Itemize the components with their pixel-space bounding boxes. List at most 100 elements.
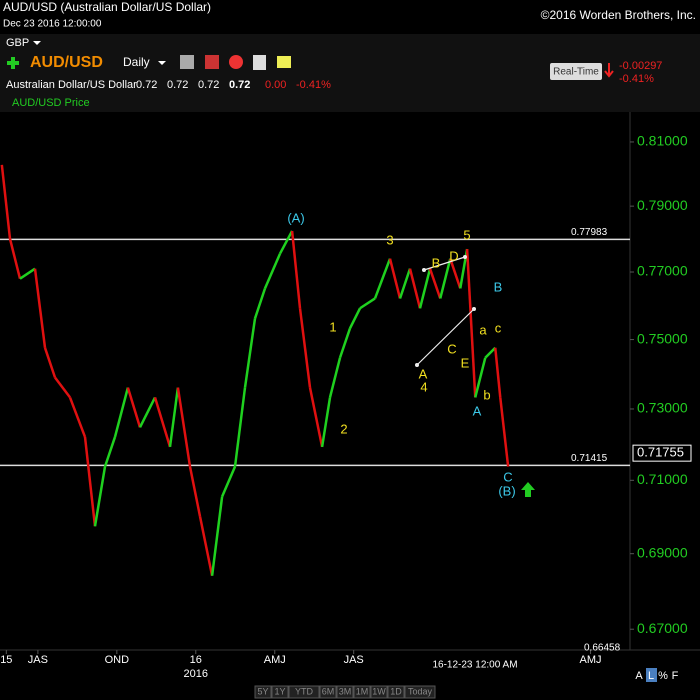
wave-label: 5 <box>463 227 470 242</box>
quote-value: 0.72 <box>198 79 219 91</box>
wave-label: A <box>419 366 428 381</box>
scale-button[interactable]: % <box>658 670 668 682</box>
price-segment <box>308 387 324 448</box>
wave-label: b <box>483 387 490 402</box>
trend-point <box>472 307 476 311</box>
quote: 0.72 0.72 0.72 0.72 0.00 -0.41% <box>136 79 331 91</box>
wave-label: A <box>473 403 482 418</box>
price-segment <box>19 267 36 280</box>
symbol[interactable]: AUD/USD <box>30 54 103 71</box>
currency[interactable]: GBP <box>6 37 29 49</box>
realtime-button[interactable] <box>550 63 602 80</box>
price-segment <box>198 516 214 576</box>
bottom-level-label: 0.66458 <box>584 643 621 654</box>
range-button-label[interactable]: 6M <box>322 686 335 696</box>
quote-value: 0.72 <box>167 79 188 91</box>
level-label: 0.77983 <box>571 227 608 238</box>
price-segment <box>373 258 392 299</box>
add-icon[interactable] <box>7 57 19 69</box>
dropdown-arrow[interactable] <box>33 41 41 45</box>
price-segment <box>113 387 130 438</box>
x-tick-label: AMJ <box>264 654 286 666</box>
price-segment <box>188 466 202 517</box>
price-segment <box>398 268 412 299</box>
range-button-label[interactable]: 1Y <box>274 686 285 696</box>
price-segment <box>176 387 192 467</box>
range-button[interactable] <box>319 685 337 699</box>
wave-label: c <box>495 320 502 335</box>
scale-button[interactable]: F <box>672 670 679 682</box>
price-segment <box>93 466 107 527</box>
price-segment <box>103 436 117 468</box>
wave-label: B <box>432 255 441 270</box>
range-button-label[interactable]: 1W <box>372 686 386 696</box>
alarm-icon[interactable] <box>229 55 243 69</box>
range-button[interactable] <box>254 685 272 699</box>
range-button[interactable] <box>387 685 405 699</box>
calc-icon[interactable] <box>253 55 266 70</box>
price-chart: 0.81000 0.79000 0.77000 0.75000 0.73000 0.710… <box>0 133 692 680</box>
scale-button[interactable]: A <box>635 670 643 682</box>
price-segment <box>290 230 302 309</box>
price-segment <box>474 357 487 398</box>
scale-button-bg <box>646 668 657 682</box>
realtime-label[interactable]: Real-Time <box>553 67 599 78</box>
up-arrow <box>521 482 535 497</box>
price-segment <box>278 230 294 255</box>
x-year-label: 2016 <box>184 668 208 680</box>
note-icon[interactable] <box>277 56 291 68</box>
range-button[interactable] <box>271 685 289 699</box>
footer: 5Y 1Y YTD 6M 3M 1M 1W 1D Today A L% F <box>254 668 679 699</box>
range-button-label[interactable]: 1M <box>356 686 369 696</box>
price-segment <box>68 396 87 438</box>
range-button[interactable] <box>404 685 436 699</box>
pane-label: AUD/USD Price <box>12 97 90 109</box>
y-tick-label: 0.73000 <box>637 400 688 416</box>
price-segment <box>138 396 157 428</box>
y-tick-label: 0.67000 <box>637 620 688 636</box>
price-segment <box>408 268 422 309</box>
wave-label: 2 <box>340 421 347 436</box>
price-segment <box>210 496 224 576</box>
window-title: AUD/USD (Australian Dollar/US Dollar) <box>3 0 211 14</box>
trend-point <box>422 268 426 272</box>
range-button[interactable] <box>336 685 354 699</box>
tool-icon[interactable] <box>205 55 219 69</box>
tool-icon[interactable] <box>180 55 194 69</box>
quote-value: -0.41% <box>296 79 331 91</box>
wave-label: 3 <box>386 232 393 247</box>
scale-button[interactable]: L <box>648 670 654 682</box>
range-button-label[interactable]: Today <box>408 686 433 696</box>
range-button-label[interactable]: YTD <box>295 686 314 696</box>
x-tick-label: JAS <box>344 654 364 666</box>
range-button-label[interactable]: 3M <box>339 686 352 696</box>
range-button-label[interactable]: 1D <box>390 686 402 696</box>
price-segment <box>359 297 376 310</box>
period[interactable]: Daily <box>123 55 150 69</box>
y-tick-label: 0.75000 <box>637 330 688 346</box>
price-segment <box>220 466 237 498</box>
level-label: 0.71415 <box>571 453 608 464</box>
x-tick-label: JAS <box>28 654 48 666</box>
price-segment <box>484 346 497 359</box>
trend-line <box>416 308 475 366</box>
price-segment <box>253 287 267 319</box>
y-tick-label: 0.69000 <box>637 544 688 560</box>
price-segment <box>0 164 12 239</box>
price-segment <box>494 347 502 398</box>
price-segment <box>298 308 312 388</box>
wave-label: (B) <box>498 483 515 498</box>
price-segment <box>168 387 180 448</box>
range-button[interactable] <box>288 685 320 699</box>
price-segment <box>418 268 432 309</box>
range-button[interactable] <box>370 685 388 699</box>
range-button-label[interactable]: 5Y <box>257 686 268 696</box>
trend-point <box>415 363 419 367</box>
dropdown-arrow[interactable] <box>158 61 166 65</box>
price-segment <box>439 258 452 299</box>
price-segment <box>233 387 247 467</box>
range-button[interactable] <box>353 685 371 699</box>
price-segment <box>126 387 142 428</box>
quote-value: 0.72 <box>136 79 157 91</box>
price-segment <box>320 397 332 448</box>
